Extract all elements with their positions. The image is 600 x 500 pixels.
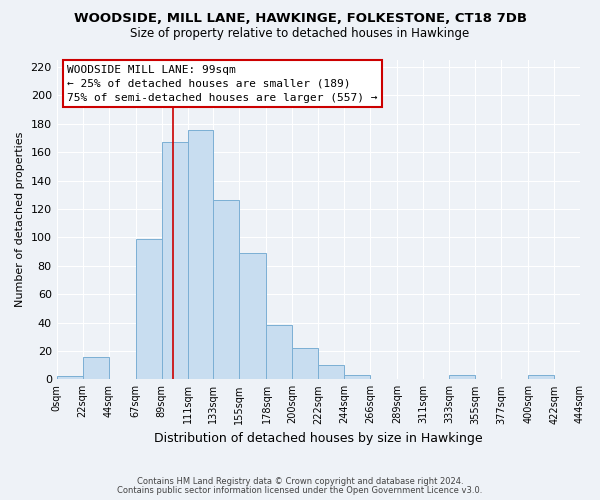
Bar (56, 376, 83, 380)
Text: Contains HM Land Registry data © Crown copyright and database right 2024.: Contains HM Land Registry data © Crown c… (137, 477, 463, 486)
Text: Contains public sector information licensed under the Open Government Licence v3: Contains public sector information licen… (118, 486, 482, 495)
Text: WOODSIDE MILL LANE: 99sqm
← 25% of detached houses are smaller (189)
75% of semi: WOODSIDE MILL LANE: 99sqm ← 25% of detac… (67, 65, 377, 103)
Bar (266, 326, 292, 380)
Text: Size of property relative to detached houses in Hawkinge: Size of property relative to detached ho… (130, 28, 470, 40)
Bar (449, 375, 475, 380)
Bar (161, 142, 187, 380)
Bar (319, 365, 344, 380)
Y-axis label: Number of detached properties: Number of detached properties (15, 132, 25, 308)
Bar (292, 348, 319, 380)
Text: WOODSIDE, MILL LANE, HAWKINGE, FOLKESTONE, CT18 7DB: WOODSIDE, MILL LANE, HAWKINGE, FOLKESTON… (74, 12, 527, 26)
Bar (83, 356, 109, 380)
Bar (528, 375, 554, 380)
Bar (214, 200, 239, 380)
Bar (136, 239, 161, 380)
X-axis label: Distribution of detached houses by size in Hawkinge: Distribution of detached houses by size … (154, 432, 482, 445)
Bar (344, 375, 370, 380)
Bar (187, 130, 214, 380)
Bar (239, 253, 266, 380)
